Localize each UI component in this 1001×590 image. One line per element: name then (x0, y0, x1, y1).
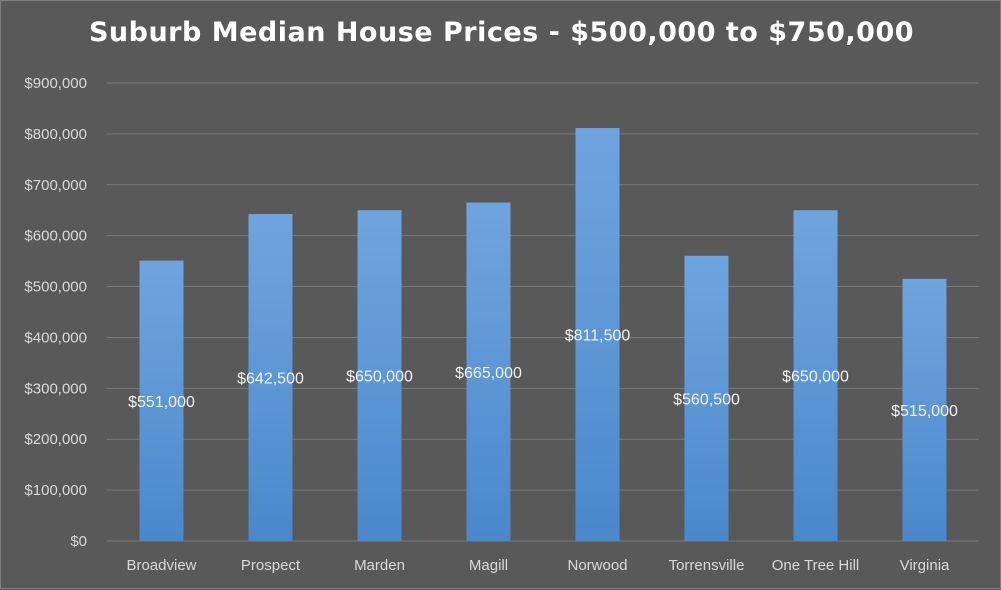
category-label: Torrensville (669, 557, 745, 574)
data-labels: $551,000 $642,500 $650,000 $665,000 $811,500… (128, 328, 958, 420)
y-tick-label: $600,000 (24, 228, 87, 245)
data-label: $515,000 (891, 403, 958, 420)
y-tick-label: $200,000 (24, 431, 87, 448)
bar-virginia (902, 278, 947, 541)
category-label: Prospect (241, 557, 301, 574)
category-label: One Tree Hill (772, 557, 860, 574)
data-label: $811,500 (565, 328, 631, 345)
y-axis-tick-labels: $0 $100,000 $200,000 $300,000 $400,000 $500,0… (24, 75, 87, 550)
bar-one-tree-hill (793, 210, 838, 541)
bar-marden (357, 210, 402, 541)
x-axis-category-labels: Broadview Prospect Marden Magill Norwood Torr… (126, 557, 950, 574)
data-label: $650,000 (346, 369, 413, 386)
gridlines (107, 82, 979, 542)
y-tick-label: $300,000 (24, 380, 87, 397)
bar-magill (466, 202, 511, 542)
y-tick-label: $900,000 (24, 75, 87, 92)
category-label: Virginia (900, 557, 950, 574)
data-label: $551,000 (128, 394, 195, 411)
bar-torrensville (684, 255, 729, 542)
y-tick-label: $400,000 (24, 329, 87, 346)
data-label: $650,000 (782, 369, 849, 386)
y-tick-label: $700,000 (24, 177, 87, 194)
y-tick-label: $0 (70, 533, 87, 550)
y-tick-label: $100,000 (24, 482, 87, 499)
y-tick-label: $800,000 (24, 126, 87, 143)
category-label: Marden (354, 557, 405, 574)
data-label: $665,000 (455, 365, 522, 382)
category-label: Magill (469, 557, 508, 574)
category-label: Broadview (126, 557, 196, 574)
data-label: $642,500 (237, 371, 304, 388)
chart-title: Suburb Median House Prices - $500,000 to… (88, 17, 915, 48)
data-label: $560,500 (673, 391, 740, 408)
bar-norwood (575, 128, 620, 541)
bar-broadview (139, 260, 184, 541)
bar-prospect (248, 214, 293, 542)
y-tick-label: $500,000 (24, 279, 87, 296)
category-label: Norwood (567, 557, 627, 574)
bars (139, 128, 947, 542)
